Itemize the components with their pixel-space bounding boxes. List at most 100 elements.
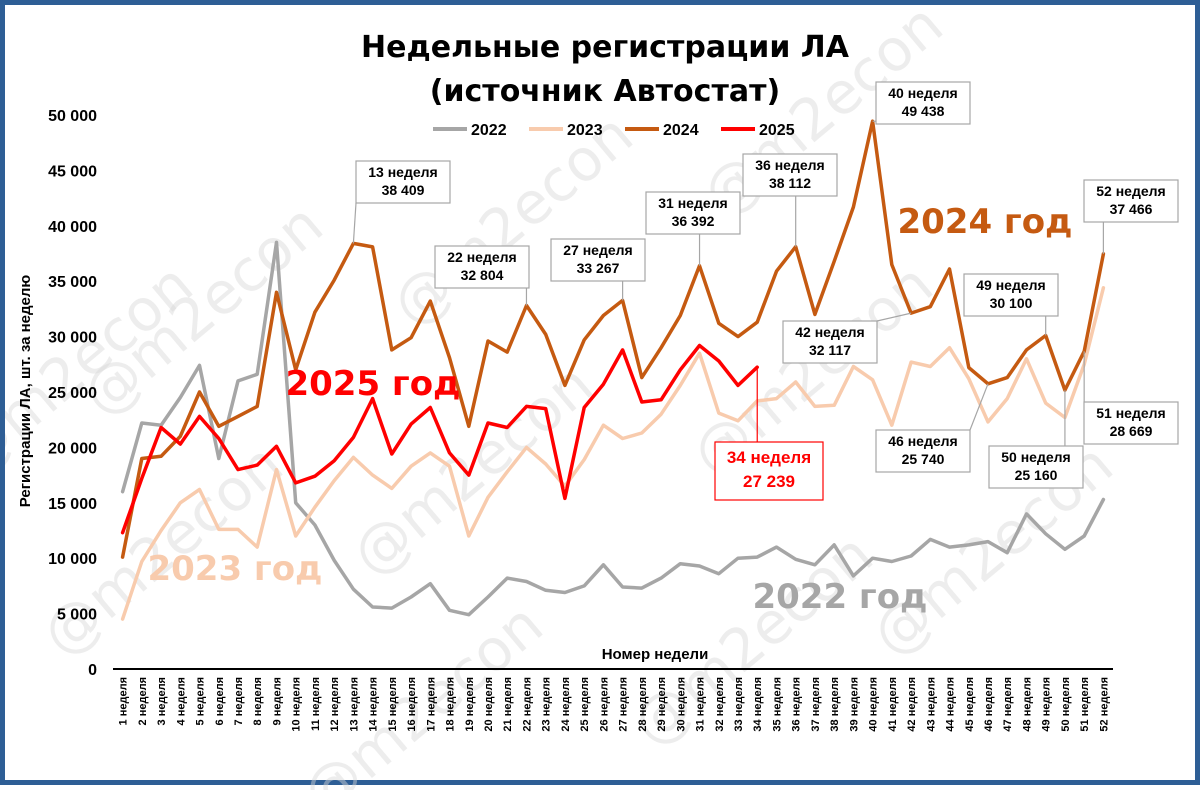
annotation-week-label: 13 неделя xyxy=(368,164,437,180)
legend: 2022 2023 2024 2025 xyxy=(433,122,795,139)
annotation-week-label: 40 неделя xyxy=(888,85,957,101)
annotation-box xyxy=(875,429,971,473)
series-label-2022: 2022 год xyxy=(752,577,927,617)
x-tick-label: 31 неделя xyxy=(695,677,707,732)
series-line-2025 xyxy=(120,343,759,535)
annotation-value-label: 28 669 xyxy=(1110,423,1153,439)
x-tick-label: 20 неделя xyxy=(483,677,495,732)
annotation-week-label: 46 неделя xyxy=(888,433,957,449)
annotation-box xyxy=(1083,179,1179,223)
annotation-week-label: 27 неделя xyxy=(563,242,632,258)
series-lines xyxy=(120,119,1106,621)
x-tick-label: 27 неделя xyxy=(618,677,630,732)
x-tick-label: 19 неделя xyxy=(464,677,476,732)
x-tick-label: 40 неделя xyxy=(868,677,880,732)
x-tick-label: 10 неделя xyxy=(291,677,303,732)
series-line-2024 xyxy=(120,119,1106,559)
x-tick-label: 51 неделя xyxy=(1079,677,1091,732)
annotation-box xyxy=(434,245,530,289)
annotation-box xyxy=(782,320,878,364)
annotation-value-label: 49 438 xyxy=(902,103,945,119)
watermark-text: @m2econ xyxy=(379,100,646,339)
x-tick-label: 24 неделя xyxy=(560,677,572,732)
x-tick-label: 22 неделя xyxy=(521,677,533,732)
annotation-value-label: 27 239 xyxy=(743,472,795,491)
y-tick-label: 40 000 xyxy=(48,219,97,236)
x-tick-label: 45 неделя xyxy=(964,677,976,732)
legend-label-2023: 2023 xyxy=(567,122,603,139)
y-tick-label: 25 000 xyxy=(48,385,97,402)
annotation-box xyxy=(963,273,1059,317)
chart-title-line2: (источник Автостат) xyxy=(430,74,780,109)
x-tick-label: 44 неделя xyxy=(945,677,957,732)
y-axis-label: Регистрации ЛА, шт. за неделю xyxy=(17,275,34,508)
annotation-box xyxy=(550,238,646,282)
annotation-leader xyxy=(352,202,357,244)
x-tick-label: 29 неделя xyxy=(656,677,668,732)
x-tick-label: 49 неделя xyxy=(1041,677,1053,732)
annotation-value-label: 38 112 xyxy=(769,175,811,191)
y-tick-label: 30 000 xyxy=(48,330,97,347)
series-year-labels: 2024 год 2025 год 2023 год 2022 год xyxy=(147,202,1072,617)
x-tick-label: 26 неделя xyxy=(598,677,610,732)
x-tick-label: 14 неделя xyxy=(368,677,380,732)
x-tick-label: 50 неделя xyxy=(1060,677,1072,732)
x-tick-label: 9 неделя xyxy=(271,677,283,725)
x-tick-label: 6 неделя xyxy=(214,677,226,725)
annotation-week-label: 22 неделя xyxy=(447,249,516,265)
series-line-2022 xyxy=(120,240,1106,617)
x-tick-label: 11 неделя xyxy=(310,677,322,731)
x-tick-label: 32 неделя xyxy=(714,677,726,732)
annotation-box xyxy=(875,81,971,125)
annotation-value-label: 33 267 xyxy=(577,260,620,276)
x-tick-label: 36 неделя xyxy=(791,677,803,732)
annotations: 13 неделя 38 409 22 неделя 32 804 27 неделя 3… xyxy=(352,81,1179,501)
y-tick-label: 45 000 xyxy=(48,163,97,180)
annotation-value-label: 32 117 xyxy=(809,342,851,358)
x-tick-label: 8 неделя xyxy=(252,677,264,725)
x-tick-label: 34 неделя xyxy=(752,677,764,732)
x-axis-label: Номер недели xyxy=(602,646,709,663)
series-label-2025: 2025 год xyxy=(285,364,460,404)
x-tick-label: 7 неделя xyxy=(233,677,245,725)
annotation-week-label: 34 неделя xyxy=(727,448,811,467)
x-tick-label: 42 неделя xyxy=(906,677,918,732)
y-tick-label: 5 000 xyxy=(57,607,97,624)
weekly-registrations-chart: @m2econ @m2econ @m2econ@m2econ @m2econ @m2ec… xyxy=(5,5,1179,790)
x-tick-label: 28 неделя xyxy=(637,677,649,732)
x-tick-label: 3 неделя xyxy=(156,677,168,725)
annotation-value-label: 36 392 xyxy=(672,213,715,229)
x-tick-label: 41 неделя xyxy=(887,677,899,732)
annotation-leader xyxy=(876,312,912,322)
annotation-value-label: 25 160 xyxy=(1015,467,1058,483)
x-tick-label: 21 неделя xyxy=(502,677,514,732)
annotation-week-label: 50 неделя xyxy=(1001,449,1070,465)
y-tick-label: 10 000 xyxy=(48,551,97,568)
series-label-2024: 2024 год xyxy=(897,202,1072,242)
x-tick-label: 12 неделя xyxy=(329,677,341,732)
x-tick-label: 23 неделя xyxy=(541,677,553,732)
annotation-box xyxy=(742,153,838,197)
annotation-week-label: 42 неделя xyxy=(795,324,864,340)
y-tick-label: 20 000 xyxy=(48,440,97,457)
annotation-value-label: 30 100 xyxy=(990,295,1033,311)
series-line-2023 xyxy=(120,286,1106,621)
x-axis: 1 неделя 2 неделя 3 неделя 4 неделя 5 неделя… xyxy=(113,668,1113,732)
annotation-box xyxy=(988,445,1084,489)
annotation-leader xyxy=(969,383,989,431)
annotation-week-label: 49 неделя xyxy=(976,277,1045,293)
legend-label-2024: 2024 xyxy=(663,122,699,139)
annotation-box xyxy=(645,191,741,235)
x-tick-label: 48 неделя xyxy=(1021,677,1033,732)
x-tick-label: 30 неделя xyxy=(675,677,687,732)
annotation-value-label: 32 804 xyxy=(461,267,504,283)
legend-label-2022: 2022 xyxy=(471,122,507,139)
x-tick-label: 47 неделя xyxy=(1002,677,1014,732)
y-axis: 0 5 000 10 000 15 000 20 000 25 000 30 000 35 0… xyxy=(48,108,97,679)
y-tick-label: 15 000 xyxy=(48,496,97,513)
annotation-value-label: 25 740 xyxy=(902,451,945,467)
annotation-week-label: 52 неделя xyxy=(1096,183,1165,199)
annotation-value-label: 38 409 xyxy=(382,182,425,198)
x-tick-label: 16 неделя xyxy=(406,677,418,732)
annotation-value-label: 37 466 xyxy=(1110,201,1153,217)
